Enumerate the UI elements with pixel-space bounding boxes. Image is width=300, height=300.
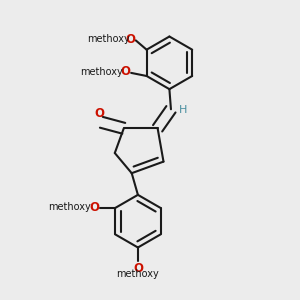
Text: O: O [125,33,135,46]
Text: H: H [179,105,187,115]
Text: methoxy: methoxy [116,269,159,279]
Text: methoxy: methoxy [87,34,130,44]
Text: methoxy: methoxy [80,67,122,77]
Text: O: O [121,65,130,79]
Text: O: O [95,107,105,120]
Text: O: O [89,201,99,214]
Text: methoxy: methoxy [48,202,91,212]
Text: O: O [133,262,143,275]
